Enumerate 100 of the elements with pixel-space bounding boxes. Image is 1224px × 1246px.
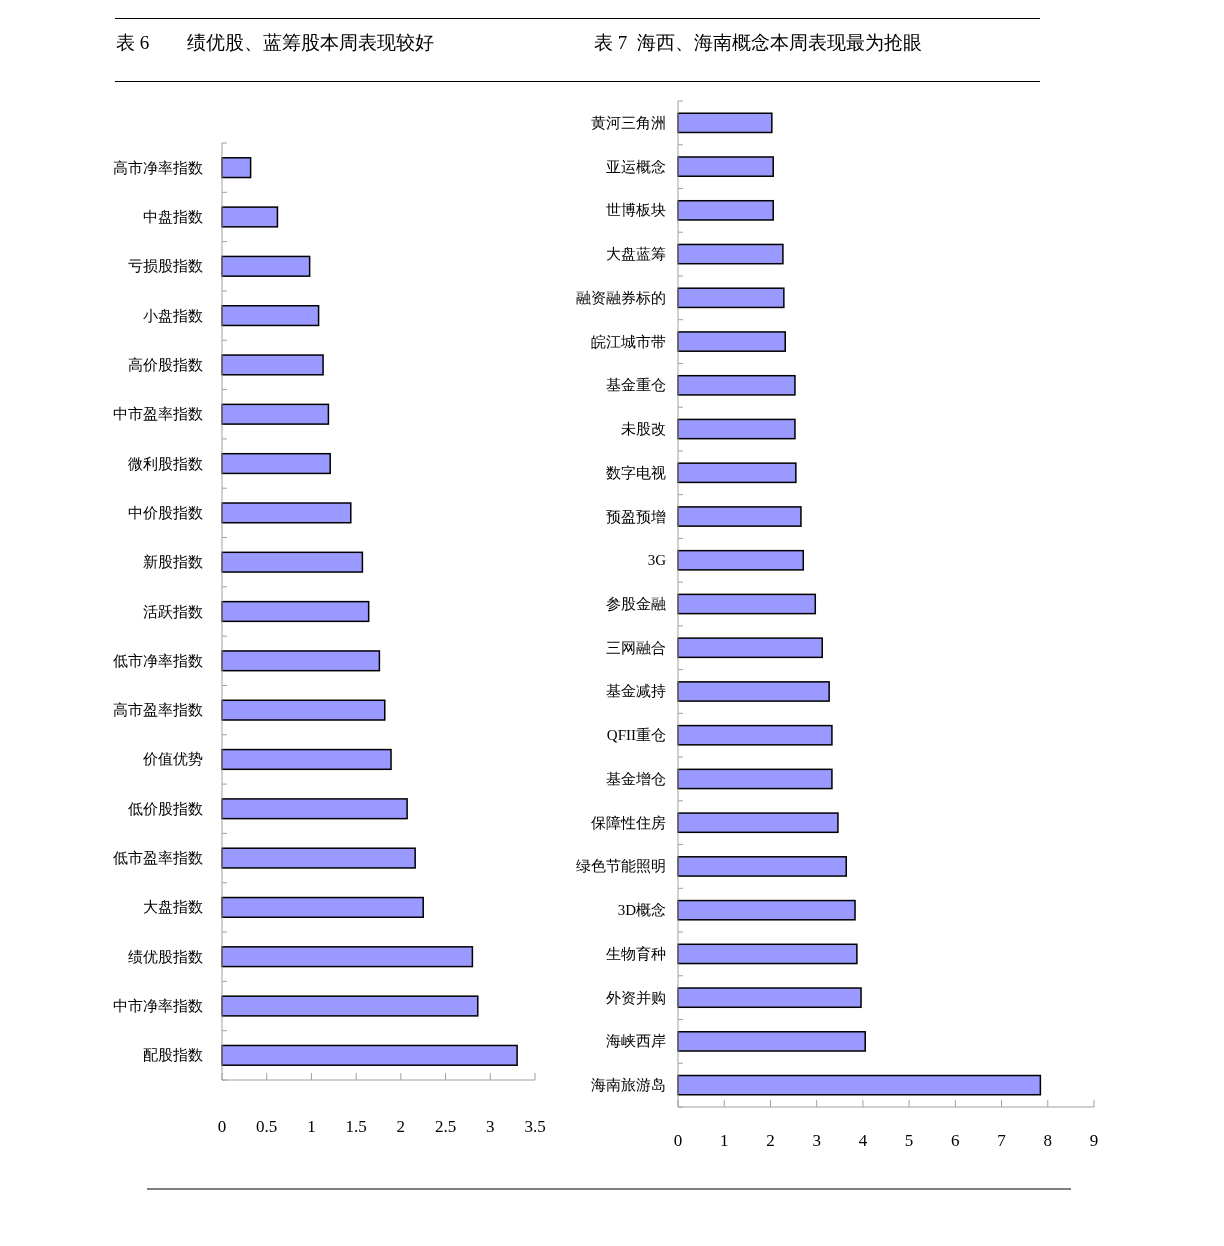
y-tick-label: 海峡西岸 <box>606 1033 666 1050</box>
x-tick-label: 0.5 <box>256 1116 278 1136</box>
y-tick-label: 三网融合 <box>606 639 666 656</box>
x-tick-label: 8 <box>1043 1130 1053 1150</box>
y-tick-label: 亚运概念 <box>606 158 666 175</box>
y-tick-label: 大盘蓝筹 <box>606 246 666 263</box>
bar <box>677 856 847 877</box>
y-tick-label: 外资并购 <box>606 989 666 1006</box>
y-tick-label: 数字电视 <box>606 464 666 481</box>
y-tick-label: 中盘指数 <box>143 208 203 225</box>
x-tick-label: 2 <box>396 1116 406 1136</box>
y-tick-label: 未股改 <box>621 421 666 438</box>
x-tick-label: 1 <box>307 1116 316 1136</box>
bar <box>677 156 774 177</box>
chart-title: 表 7 海西、海南概念本周表现最为抢眼 <box>594 32 922 53</box>
bar <box>677 374 796 396</box>
bar <box>677 418 796 440</box>
y-tick-label: 基金减持 <box>606 683 666 700</box>
bar <box>221 403 330 425</box>
bar <box>221 946 474 968</box>
y-tick-label: 预盈预增 <box>606 508 666 525</box>
x-tick-label: 3 <box>486 1116 495 1136</box>
bar <box>221 995 479 1017</box>
x-tick-label: 0 <box>673 1130 683 1150</box>
y-tick-label: 微利股指数 <box>128 455 203 472</box>
bar <box>677 1074 1042 1096</box>
y-tick-label: 低市盈率指数 <box>113 850 203 867</box>
bar <box>677 768 833 790</box>
bar <box>221 354 324 376</box>
bar <box>677 331 786 352</box>
bar <box>221 896 424 919</box>
y-tick-label: 中市净率指数 <box>113 998 203 1015</box>
y-tick-label: 基金增仓 <box>606 770 666 787</box>
x-tick-label: 3.5 <box>524 1116 546 1136</box>
bar <box>677 243 784 265</box>
bar <box>221 650 381 672</box>
y-tick-label: 亏损股指数 <box>128 258 203 275</box>
y-tick-label: 参股金融 <box>606 596 666 612</box>
y-tick-label: 融资融券标的 <box>576 289 666 306</box>
x-tick-label: 3 <box>812 1130 821 1150</box>
bar <box>221 699 386 721</box>
y-tick-label: 低价股指数 <box>128 800 203 817</box>
bar <box>221 452 331 475</box>
bar <box>677 506 802 527</box>
x-tick-label: 1 <box>719 1130 729 1150</box>
bar <box>677 681 830 702</box>
bar <box>677 943 858 965</box>
chart-title: 表 6 绩优股、蓝筹股本周表现较好 <box>116 32 435 53</box>
y-tick-label: 中价股指数 <box>128 504 203 521</box>
y-tick-label: 价值优势 <box>142 751 203 768</box>
y-tick-label: 世博板块 <box>606 202 666 219</box>
y-tick-label: 小盘指数 <box>143 307 203 324</box>
y-tick-label: 大盘指数 <box>143 899 203 916</box>
bar <box>677 112 773 134</box>
y-tick-label: 高市净率指数 <box>113 159 203 176</box>
bar <box>677 987 862 1009</box>
y-tick-label: 低市净率指数 <box>113 652 203 669</box>
bar <box>221 551 364 573</box>
y-tick-label: 高市盈率指数 <box>113 702 203 719</box>
bar <box>677 287 785 309</box>
bar <box>221 748 392 771</box>
y-tick-label: 保障性住房 <box>591 814 666 831</box>
y-tick-label: 基金重仓 <box>606 377 666 394</box>
x-tick-label: 5 <box>904 1130 914 1150</box>
bar <box>677 549 805 571</box>
y-tick-label: 中市盈率指数 <box>113 406 203 423</box>
bar <box>677 593 817 615</box>
y-tick-label: 皖江城市带 <box>591 333 666 350</box>
bar <box>221 255 311 277</box>
bar <box>677 199 774 221</box>
bar <box>677 462 797 484</box>
bar <box>677 724 833 746</box>
bar <box>221 600 370 623</box>
bar <box>221 502 352 524</box>
x-tick-label: 7 <box>997 1130 1007 1150</box>
y-tick-label: 黄河三角洲 <box>591 114 666 131</box>
y-tick-label: 绩优股指数 <box>128 948 203 965</box>
y-tick-label: 生物育种 <box>606 945 666 962</box>
y-tick-label: QFII重仓 <box>606 727 666 744</box>
y-tick-label: 高价股指数 <box>128 356 203 373</box>
bar <box>221 847 416 869</box>
y-tick-label: 配股指数 <box>143 1047 203 1064</box>
bar <box>677 1031 866 1052</box>
bar <box>677 637 823 659</box>
y-tick-label: 新股指数 <box>143 554 203 571</box>
y-tick-label: 绿色节能照明 <box>576 858 666 875</box>
y-tick-label: 3G <box>647 552 667 569</box>
bar <box>677 812 839 834</box>
y-tick-label: 3D概念 <box>617 902 666 919</box>
bar <box>221 304 320 327</box>
x-tick-label: 1.5 <box>345 1116 367 1136</box>
x-tick-label: 6 <box>951 1130 960 1150</box>
y-tick-label: 活跃指数 <box>143 603 203 620</box>
x-tick-label: 2.5 <box>434 1116 457 1136</box>
x-tick-label: 0 <box>217 1116 227 1136</box>
bar <box>221 157 252 179</box>
bar <box>221 1044 518 1066</box>
y-tick-label: 海南旅游岛 <box>591 1077 666 1094</box>
bar <box>677 899 856 921</box>
x-tick-label: 4 <box>858 1130 868 1150</box>
